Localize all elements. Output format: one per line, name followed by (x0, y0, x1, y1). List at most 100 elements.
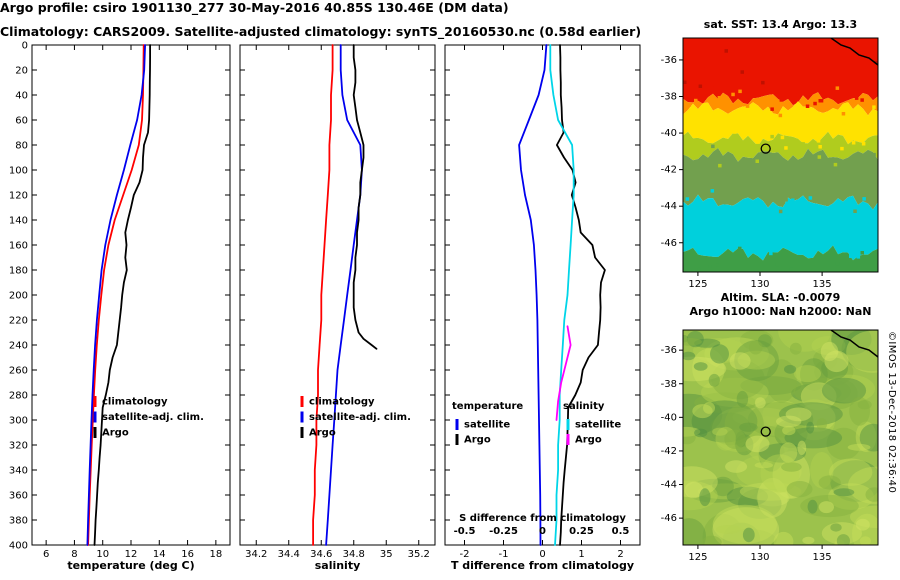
tick-label: 300 (9, 416, 28, 427)
difference-profile-s-diff-satellite-line (549, 44, 575, 546)
tick-label: -38 (661, 92, 677, 103)
tick-label: satellite-adj. clim. (309, 412, 411, 423)
tick-label: -1 (499, 549, 509, 560)
tick-label: 200 (9, 291, 28, 302)
sst-map: 125 130 135 -36 -38 -40 -42 -44 -46 (661, 37, 879, 290)
salinity-profile-climatology-line (312, 44, 334, 546)
tick-label: 16 (181, 549, 194, 560)
sla-map: 125 130 135 -36 -38 -40 -42 -44 -46 (661, 329, 879, 563)
difference-profile-t-diff-satellite-line (518, 44, 548, 546)
figure-subtitle: Climatology: CARS2009. Satellite-adjuste… (0, 24, 642, 39)
tick-label: -40 (661, 128, 677, 139)
tick-label: 10 (96, 549, 109, 560)
tick-label: 34.4 (278, 549, 300, 560)
temperature-axis-label: temperature (deg C) (67, 559, 195, 572)
tick-label: 14 (153, 549, 166, 560)
tick-label: 140 (9, 216, 28, 227)
tick-label: 340 (9, 466, 28, 477)
tick-label: Argo (575, 435, 602, 446)
tick-label: S difference from climatology (459, 513, 626, 524)
panel-frame (239, 44, 436, 546)
tick-label: 0.5 (612, 526, 630, 537)
tick-label: -36 (661, 345, 677, 356)
panel-frame (444, 44, 641, 546)
temperature-profile-satellite-adj-clim-line (86, 44, 147, 546)
tick-label: 12 (125, 549, 138, 560)
tick-label: 2 (617, 549, 623, 560)
tick-label: -44 (661, 480, 677, 491)
tick-label: 160 (9, 241, 28, 252)
temperature-profile-argo-line (93, 44, 152, 546)
sla-map-title-line2: Argo h1000: NaN h2000: NaN (689, 305, 872, 318)
temperature-profile-panel: 6 8 10 12 14 16 180204060801001201401601802002… (9, 41, 231, 560)
tick-label: satellite (464, 420, 510, 431)
sst-map-title: sat. SST: 13.4 Argo: 13.3 (703, 18, 858, 31)
sla-map-image (683, 330, 878, 545)
tick-label: 20 (15, 66, 28, 77)
map-frame (682, 329, 879, 546)
tick-label: 380 (9, 516, 28, 527)
tick-label: 400 (9, 541, 28, 552)
tick-label: 135 (813, 279, 832, 290)
tick-label: 0 (22, 41, 28, 52)
tick-label: salinity (563, 401, 605, 412)
tick-label: 35.2 (408, 549, 430, 560)
tick-label: climatology (309, 397, 375, 408)
tick-label: -44 (661, 201, 677, 212)
coastline (830, 38, 878, 66)
tick-label: 120 (9, 191, 28, 202)
tick-label: 60 (15, 116, 28, 127)
tick-label: 0.25 (569, 526, 594, 537)
temperature-profile-climatology-line (87, 44, 145, 546)
tick-label: 35 (380, 549, 393, 560)
tick-label: 18 (209, 549, 222, 560)
tick-label: -0.5 (454, 526, 476, 537)
tick-label: 8 (71, 549, 77, 560)
difference-profile-s-diff-argo-line (555, 325, 572, 421)
tick-label: 0 (539, 526, 546, 537)
salinity-profile-satellite-adj-clim-line (325, 44, 363, 546)
tick-label: satellite (575, 420, 621, 431)
tick-label: -42 (661, 446, 677, 457)
tick-label: 135 (813, 552, 832, 563)
tick-label: 240 (9, 341, 28, 352)
map-frame (682, 37, 879, 273)
panel-frame (31, 44, 231, 546)
tick-label: Argo (309, 428, 336, 439)
tick-label: -0.25 (489, 526, 518, 537)
sst-map-image (683, 38, 878, 272)
tick-label: -38 (661, 379, 677, 390)
tick-label: climatology (102, 397, 168, 408)
tick-label: temperature (452, 401, 523, 412)
tick-label: 34.6 (310, 549, 332, 560)
tick-label: 180 (9, 266, 28, 277)
tick-label: -2 (460, 549, 470, 560)
tick-label: 260 (9, 366, 28, 377)
tick-label: 320 (9, 441, 28, 452)
tick-label: 1 (578, 549, 584, 560)
tick-label: 0 (539, 549, 545, 560)
tick-label: Argo (464, 435, 491, 446)
tick-label: 130 (750, 552, 769, 563)
figure-title: Argo profile: csiro 1901130_277 30-May-2… (0, 0, 509, 15)
t-difference-axis-label: T difference from climatology (450, 559, 635, 572)
tick-label: 220 (9, 316, 28, 327)
tick-label: -46 (661, 238, 677, 249)
tick-label: 125 (688, 552, 707, 563)
float-position-marker (760, 426, 771, 437)
salinity-profile-argo-line (352, 44, 378, 350)
tick-label: 34.2 (245, 549, 267, 560)
float-position-marker (760, 143, 771, 154)
tick-label: -40 (661, 412, 677, 423)
difference-profile-panel: -2 -1 0 1 2 temperature satellite Argo salinity s… (444, 44, 641, 560)
tick-label: 125 (688, 279, 707, 290)
tick-label: 280 (9, 391, 28, 402)
tick-label: 34.8 (343, 549, 365, 560)
tick-label: 130 (750, 279, 769, 290)
tick-label: 100 (9, 166, 28, 177)
tick-label: 40 (15, 91, 28, 102)
tick-label: -42 (661, 165, 677, 176)
tick-label: -36 (661, 55, 677, 66)
